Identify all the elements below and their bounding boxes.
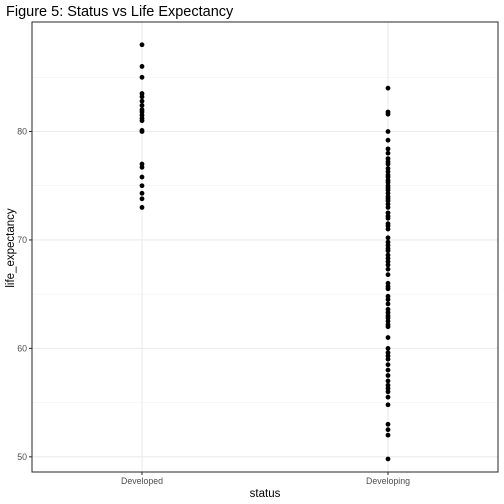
data-point: [385, 205, 391, 210]
data-point: [385, 137, 391, 143]
data-point: [139, 174, 145, 180]
data-point: [139, 190, 145, 196]
data-point: [385, 378, 391, 384]
data-point: [385, 402, 391, 408]
data-point: [139, 118, 145, 124]
data-point: [385, 335, 391, 340]
data-point: [385, 266, 391, 272]
data-point: [385, 324, 391, 330]
data-point: [139, 64, 145, 69]
data-point: [139, 94, 145, 100]
data-point: [385, 146, 391, 152]
data-point: [385, 272, 391, 278]
data-point: [385, 85, 391, 91]
data-points: [139, 42, 391, 462]
data-point: [385, 226, 391, 232]
plot-panel: [31, 21, 499, 473]
x-tick-label: Developing: [366, 476, 410, 486]
data-point: [385, 248, 391, 254]
y-tick-label: 50: [17, 452, 27, 462]
data-point: [385, 215, 391, 221]
data-point: [139, 42, 145, 48]
data-point: [139, 129, 145, 134]
data-point: [385, 367, 391, 373]
data-point: [385, 362, 391, 368]
x-tick-label: Developed: [121, 476, 163, 486]
y-tick-label: 60: [17, 343, 27, 353]
data-point: [139, 164, 145, 170]
data-point: [139, 196, 145, 202]
data-point: [385, 301, 391, 307]
data-point: [139, 205, 145, 210]
data-point: [385, 345, 391, 351]
axis-ticks: 50 60 70 80 Developed Developing: [17, 127, 410, 486]
data-point: [385, 394, 391, 400]
data-point: [385, 356, 391, 362]
x-axis-title: status: [250, 488, 281, 500]
y-axis-title: life_expectancy: [5, 208, 17, 288]
data-point: [139, 74, 145, 80]
data-point: [139, 103, 145, 108]
data-point: [139, 98, 145, 104]
data-point: [385, 262, 391, 268]
data-point: [385, 432, 391, 438]
data-point: [385, 427, 391, 433]
data-point: [385, 129, 391, 134]
data-point: [385, 150, 391, 156]
data-point: [385, 297, 391, 302]
panel-border: [31, 21, 499, 473]
data-point: [385, 389, 391, 395]
data-point: [385, 456, 391, 462]
data-point: [385, 111, 391, 117]
chart-title: Figure 5: Status vs Life Expectancy: [6, 4, 234, 20]
y-tick-label: 70: [17, 235, 27, 245]
y-tick-label: 80: [17, 127, 27, 137]
data-point: [385, 286, 391, 292]
data-point: [385, 373, 391, 378]
data-point: [139, 183, 145, 189]
data-point: [385, 235, 391, 241]
data-point: [385, 421, 391, 427]
data-point: [385, 161, 391, 167]
